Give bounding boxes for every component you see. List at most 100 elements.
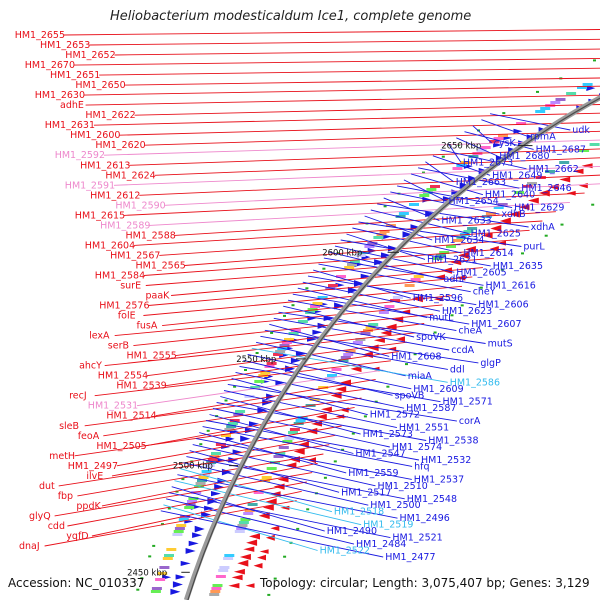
gene-label: HM1_2670 (25, 60, 75, 71)
gene-label: HM1_2625 (471, 229, 521, 240)
label-connector (283, 305, 415, 338)
cog-band (527, 182, 537, 185)
cog-band (404, 284, 415, 287)
cog-band (522, 185, 533, 188)
rna-marker (341, 448, 345, 451)
rna-marker (351, 432, 355, 435)
rna-marker (405, 363, 408, 366)
label-connector (144, 130, 600, 146)
gene-label: purL (523, 242, 545, 253)
cog-band (197, 479, 207, 482)
gene-label: ppdK (76, 501, 101, 512)
gene-label: HM1_2631 (45, 120, 95, 131)
gene-label: feoA (78, 431, 100, 442)
rna-marker (450, 314, 454, 317)
forward-gene-arrow (578, 183, 588, 189)
cog-band (452, 239, 463, 242)
label-connector (159, 229, 530, 256)
cog-band (198, 476, 209, 479)
reverse-gene-arrow (295, 351, 306, 357)
forward-gene-arrow (277, 476, 289, 483)
gene-label: HM1_2608 (391, 351, 441, 362)
gene-label: lexA (89, 331, 110, 342)
rna-marker (386, 385, 390, 388)
cog-band (312, 302, 323, 305)
rna-marker (181, 478, 185, 481)
cog-band (218, 569, 229, 572)
cog-band (172, 533, 183, 536)
cog-band (195, 482, 206, 485)
cog-band (223, 557, 234, 560)
cog-band (378, 311, 389, 314)
label-connector (113, 165, 600, 186)
gene-label: udk (572, 125, 590, 136)
cog-band (355, 254, 366, 257)
label-connector (111, 434, 336, 477)
rna-marker (502, 112, 506, 115)
label-connector (251, 347, 448, 383)
gene-label: HM1_2624 (105, 170, 155, 181)
cog-band (395, 215, 406, 218)
forward-gene-arrow (231, 574, 243, 581)
rna-marker (224, 399, 228, 402)
reverse-gene-arrow (214, 483, 225, 491)
cog-band (261, 476, 272, 479)
cog-band (234, 530, 245, 533)
gene-label: HM1_2477 (385, 552, 435, 563)
cog-band (281, 341, 292, 344)
cog-band (498, 134, 508, 137)
label-connector (154, 157, 600, 176)
forward-gene-arrow (315, 413, 327, 420)
label-connector (143, 248, 506, 276)
label-connector (124, 77, 600, 86)
reverse-gene-arrow (201, 511, 212, 518)
cog-band (514, 191, 525, 194)
cog-band (288, 332, 299, 335)
label-connector (83, 85, 600, 96)
reverse-gene-arrow (194, 525, 205, 533)
cog-band (390, 299, 401, 302)
rna-marker (591, 203, 595, 206)
label-connector (318, 263, 471, 293)
gene-label: HM1_2588 (126, 230, 176, 241)
cog-band (209, 455, 220, 458)
cog-band (384, 305, 395, 308)
rna-marker (593, 59, 596, 62)
cog-band (162, 557, 173, 560)
rna-marker (460, 304, 464, 307)
reverse-gene-arrow (374, 259, 385, 266)
reverse-gene-arrow (493, 142, 503, 148)
gene-label: fbp (58, 491, 73, 502)
gene-label: HM1_2484 (356, 539, 406, 550)
gene-label: HM1_2633 (441, 216, 491, 227)
cog-band (238, 521, 249, 524)
label-connector (297, 287, 428, 319)
gene-label: HM1_2538 (428, 436, 478, 447)
forward-gene-arrow (228, 583, 240, 589)
genome-title: Heliobacterium modesticaldum Ice1, compl… (110, 9, 472, 24)
label-connector (103, 397, 362, 437)
cog-band (373, 236, 384, 239)
label-connector (91, 490, 302, 537)
gene-label: HM1_2532 (421, 455, 471, 466)
gene-label: HM1_2630 (35, 90, 85, 101)
forward-gene-arrow (237, 559, 249, 567)
cog-band (260, 371, 271, 374)
gene-label: glgP (480, 358, 501, 369)
gene-label: HM1_2574 (392, 442, 442, 453)
gene-label: glyQ (29, 511, 51, 522)
forward-gene-arrow (527, 197, 539, 204)
label-connector (177, 474, 398, 519)
cog-band (307, 308, 318, 311)
cog-band (559, 161, 570, 164)
forward-gene-arrow (373, 337, 385, 343)
rna-marker (152, 544, 156, 547)
kbp-tick-label: 2600 kbp (322, 248, 362, 258)
cog-band (343, 353, 354, 356)
rna-marker (283, 555, 287, 558)
forward-gene-arrow (572, 168, 584, 174)
label-connector (77, 453, 324, 497)
gene-label: HM1_2609 (413, 384, 463, 395)
forward-gene-arrow (457, 252, 469, 259)
forward-gene-arrow (233, 568, 245, 575)
